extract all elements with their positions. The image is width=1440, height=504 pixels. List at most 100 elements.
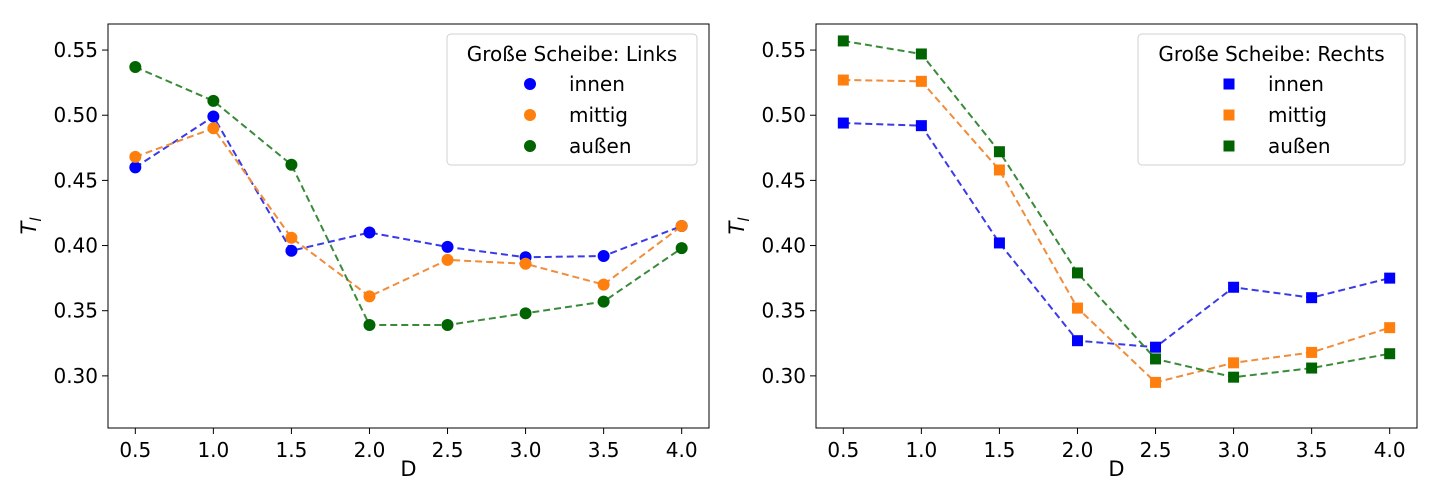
data-point-mittig: [519, 257, 532, 270]
x-tick-label: 3.5: [1296, 438, 1328, 462]
data-point-außen: [129, 61, 142, 74]
legend-frame: [446, 33, 698, 166]
plot-area-frame: [815, 23, 1418, 429]
x-tick-label: 2.0: [354, 438, 386, 462]
legend-title: Große Scheibe: Rechts: [1158, 42, 1384, 66]
x-axis-label: D: [400, 457, 416, 481]
data-point-innen: [993, 237, 1005, 249]
legend-marker: [524, 78, 536, 90]
data-point-mittig: [1384, 322, 1396, 334]
x-tick-label: 2.0: [1062, 438, 1094, 462]
data-point-außen: [1306, 362, 1318, 374]
x-tick-label: 1.0: [197, 438, 229, 462]
legend: Große Scheibe: Links innen mittig außen: [446, 33, 698, 166]
data-point-innen: [837, 117, 849, 129]
data-point-innen: [207, 110, 220, 123]
x-tick-label: 2.5: [1140, 438, 1172, 462]
y-tick-label: 0.35: [761, 299, 806, 323]
data-point-außen: [1150, 353, 1162, 365]
data-point-außen: [285, 158, 298, 171]
x-tick-label: 0.5: [827, 438, 859, 462]
data-point-innen: [915, 120, 927, 132]
x-tick-label: 3.0: [510, 438, 542, 462]
x-tick-label: 4.0: [666, 438, 698, 462]
y-tick-label: 0.40: [53, 234, 98, 258]
y-tick-label: 0.45: [53, 168, 98, 192]
y-tick-label: 0.30: [761, 364, 806, 388]
data-point-mittig: [837, 74, 849, 86]
data-point-außen: [363, 319, 376, 332]
data-point-mittig: [1071, 302, 1083, 314]
y-tick-label: 0.55: [53, 38, 98, 62]
x-tick-label: 3.0: [1218, 438, 1250, 462]
data-point-innen: [1384, 272, 1396, 284]
data-point-mittig: [675, 220, 688, 232]
legend-title: Große Scheibe: Links: [467, 42, 677, 66]
data-point-mittig: [993, 164, 1005, 176]
data-point-mittig: [207, 122, 220, 135]
data-point-mittig: [1306, 346, 1318, 358]
y-tick-label: 0.55: [761, 38, 806, 62]
data-point-außen: [675, 242, 688, 255]
series-line-innen: [134, 115, 683, 259]
y-tick-label: 0.50: [761, 103, 806, 127]
legend: Große Scheibe: Rechts innen mittig außen: [1137, 33, 1406, 166]
series-line-mittig: [843, 79, 1391, 384]
series-line-innen: [843, 122, 1390, 349]
data-point-innen: [1306, 292, 1318, 304]
legend-entry-label: außen: [569, 134, 632, 158]
data-point-außen: [441, 319, 454, 332]
data-point-mittig: [597, 278, 610, 291]
x-tick-label: 1.0: [905, 438, 937, 462]
data-point-mittig: [285, 231, 298, 244]
data-point-innen: [1150, 341, 1162, 353]
x-tick-label: 1.5: [276, 438, 308, 462]
chart-2: 0.5 1.0 1.5 2.0 2.5 3.0 3.5 4.0 0.30 0.35 0.40 0.45…: [725, 23, 1418, 481]
data-point-mittig: [363, 290, 376, 303]
data-point-mittig: [1150, 376, 1162, 388]
data-point-mittig: [915, 75, 927, 87]
x-axis-label: D: [1108, 457, 1124, 481]
data-point-innen: [285, 244, 298, 257]
data-point-außen: [837, 35, 849, 47]
x-tick-label: 0.5: [119, 438, 151, 462]
y-tick-label: 0.50: [53, 103, 98, 127]
data-point-außen: [993, 146, 1005, 158]
x-tick-label: 4.0: [1374, 438, 1406, 462]
y-tick-label: 0.40: [761, 234, 806, 258]
legend-marker: [1223, 140, 1235, 152]
y-axis-label: Tl: [725, 217, 753, 235]
y-tick-label: 0.30: [53, 364, 98, 388]
data-point-außen: [207, 94, 220, 107]
data-point-mittig: [1228, 357, 1240, 369]
y-tick-label: 0.45: [761, 168, 806, 192]
data-point-außen: [519, 307, 532, 320]
x-tick-label: 2.5: [432, 438, 464, 462]
data-point-außen: [597, 295, 610, 308]
legend-entry-label: mittig: [1268, 103, 1327, 127]
legend-entry-label: innen: [569, 72, 625, 96]
series-line-außen: [843, 39, 1390, 379]
series-line-außen: [134, 66, 683, 326]
y-axis-label: Tl: [17, 217, 45, 235]
legend-marker: [1223, 109, 1235, 121]
legend-marker: [524, 140, 536, 152]
data-point-innen: [1071, 335, 1083, 347]
data-point-mittig: [441, 253, 454, 266]
legend-marker: [524, 109, 536, 121]
data-point-außen: [1228, 371, 1240, 383]
data-point-außen: [915, 48, 927, 60]
legend-entry-label: mittig: [569, 103, 628, 127]
data-point-innen: [129, 161, 142, 174]
chart-1: 0.5 1.0 1.5 2.0 2.5 3.0 3.5 4.0 0.30 0.35 0.40 0.45…: [17, 23, 710, 481]
data-point-innen: [597, 249, 610, 262]
plot-area-frame: [107, 23, 710, 429]
series-line-mittig: [134, 127, 683, 298]
y-tick-label: 0.35: [53, 299, 98, 323]
data-point-mittig: [129, 150, 142, 163]
data-point-innen: [1228, 281, 1240, 293]
data-point-außen: [1071, 267, 1083, 279]
x-tick-label: 1.5: [984, 438, 1016, 462]
legend-marker: [1223, 78, 1235, 90]
